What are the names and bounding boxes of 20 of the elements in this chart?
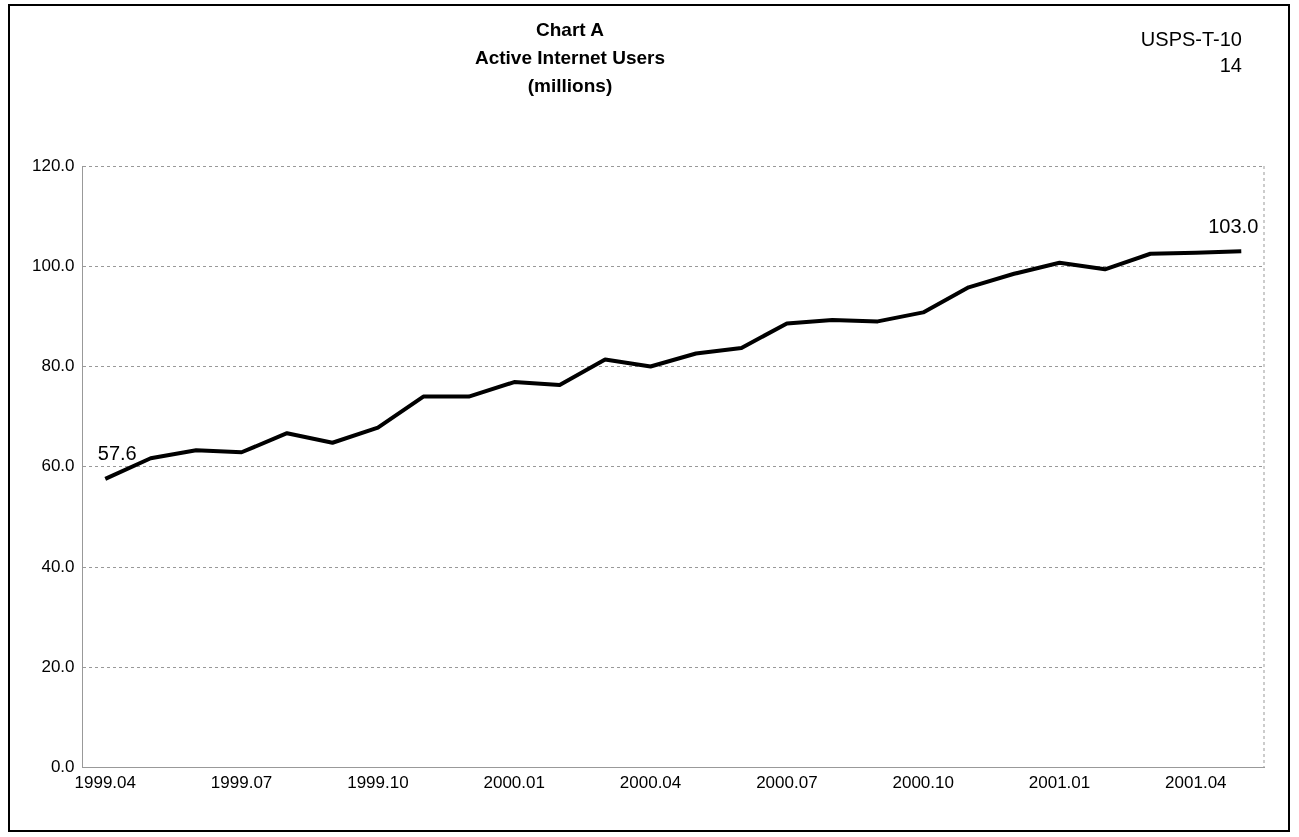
y-tick-label: 40.0 bbox=[41, 556, 75, 576]
y-tick-label: 60.0 bbox=[41, 456, 75, 476]
x-tick-label: 2000.04 bbox=[619, 773, 682, 793]
x-tick-label: 2001.04 bbox=[1165, 773, 1227, 793]
y-tick-label: 0.0 bbox=[50, 757, 75, 777]
y-tick-label: 100.0 bbox=[31, 255, 75, 275]
text: USPS-T-10 14 bbox=[1140, 27, 1242, 78]
chart-title: Chart A Active Internet Users (millions) bbox=[473, 18, 667, 98]
x-tick-label: 1999.07 bbox=[210, 773, 273, 793]
y-tick-label: 80.0 bbox=[41, 356, 75, 376]
data-label: 57.6 bbox=[97, 442, 137, 465]
x-tick-label: 2000.01 bbox=[483, 773, 545, 793]
y-tick-label: 120.0 bbox=[31, 155, 75, 175]
x-tick-label: 2000.07 bbox=[756, 773, 818, 793]
y-tick-label: 20.0 bbox=[41, 657, 75, 677]
x-tick-label: 1999.04 bbox=[74, 773, 136, 793]
x-tick-label: 1999.10 bbox=[347, 773, 409, 793]
data-label: 103.0 bbox=[1208, 214, 1259, 237]
x-tick-label: 2001.01 bbox=[1028, 773, 1091, 793]
x-tick-label: 2000.10 bbox=[892, 773, 954, 793]
